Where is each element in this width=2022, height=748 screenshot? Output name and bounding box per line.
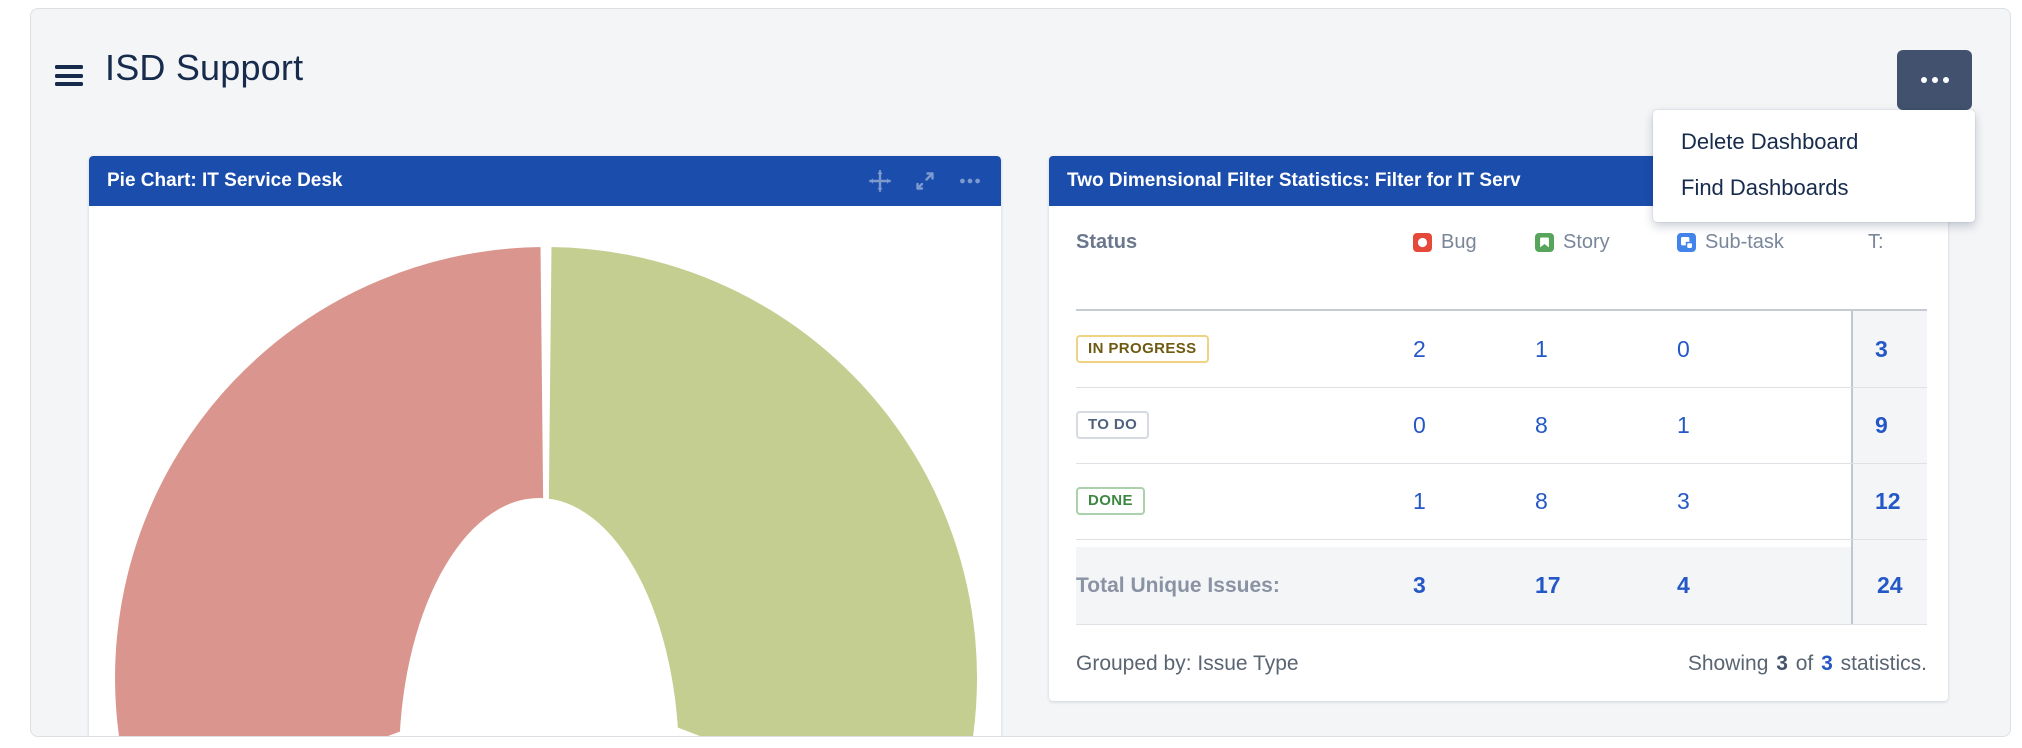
totals-row: Total Unique Issues: 3 17 4 24 bbox=[1076, 547, 1927, 625]
column-header-story: Story bbox=[1535, 231, 1677, 254]
count-link[interactable]: 2 bbox=[1413, 335, 1426, 362]
bug-icon bbox=[1413, 232, 1432, 252]
stats-table-header: Status Bug Story bbox=[1049, 206, 1948, 278]
donut-chart[interactable] bbox=[89, 206, 1001, 737]
column-total-link[interactable]: 4 bbox=[1677, 572, 1690, 598]
row-total-link[interactable]: 3 bbox=[1875, 335, 1888, 362]
total-count-link[interactable]: 3 bbox=[1821, 651, 1833, 675]
hamburger-icon[interactable] bbox=[55, 65, 83, 87]
column-header-bug: Bug bbox=[1413, 231, 1535, 254]
dashboard-more-menu: Delete Dashboard Find Dashboards bbox=[1653, 110, 1975, 222]
row-separator bbox=[1076, 463, 1927, 464]
column-header-total: T: bbox=[1868, 230, 1884, 253]
count-link[interactable]: 8 bbox=[1535, 411, 1548, 438]
count-link[interactable]: 3 bbox=[1677, 487, 1690, 514]
totals-label: Total Unique Issues: bbox=[1076, 573, 1280, 597]
status-badge: DONE bbox=[1076, 487, 1145, 515]
row-separator bbox=[1076, 387, 1927, 388]
menu-item-delete-dashboard[interactable]: Delete Dashboard bbox=[1681, 129, 1859, 154]
menu-item-find-dashboards[interactable]: Find Dashboards bbox=[1681, 175, 1849, 200]
row-separator bbox=[1076, 539, 1927, 540]
move-icon[interactable] bbox=[867, 168, 893, 194]
dashboard-more-button[interactable] bbox=[1897, 50, 1972, 110]
count-link[interactable]: 0 bbox=[1677, 335, 1690, 362]
table-row: TO DO 0 8 1 9 bbox=[1049, 387, 1948, 463]
row-total-link[interactable]: 12 bbox=[1875, 487, 1901, 514]
header-rule bbox=[1076, 309, 1927, 311]
table-row: DONE 1 8 3 12 bbox=[1049, 463, 1948, 539]
count-link[interactable]: 1 bbox=[1413, 487, 1426, 514]
count-link[interactable]: 8 bbox=[1535, 487, 1548, 514]
ellipsis-icon[interactable] bbox=[957, 168, 983, 194]
grouped-by-label: Grouped by: Issue Type bbox=[1076, 651, 1299, 675]
column-header-status: Status bbox=[1076, 230, 1138, 253]
count-link[interactable]: 1 bbox=[1535, 335, 1548, 362]
expand-icon[interactable] bbox=[913, 169, 937, 193]
row-total-link[interactable]: 9 bbox=[1875, 411, 1888, 438]
page-title: ISD Support bbox=[105, 47, 304, 88]
table-row: IN PROGRESS 2 1 0 3 bbox=[1049, 311, 1948, 387]
showing-statistics: Showing 3 of 3 statistics. bbox=[1687, 651, 1927, 675]
pie-chart-gadget: Pie Chart: IT Service Desk bbox=[89, 156, 1001, 737]
column-total-link[interactable]: 17 bbox=[1535, 572, 1561, 598]
dashboard-surface: ISD Support Delete Dashboard Find Dashbo… bbox=[30, 8, 2011, 737]
filter-statistics-gadget: Two Dimensional Filter Statistics: Filte… bbox=[1049, 156, 1948, 701]
subtask-icon bbox=[1677, 232, 1696, 252]
pie-gadget-title: Pie Chart: IT Service Desk bbox=[107, 170, 343, 191]
count-link[interactable]: 0 bbox=[1413, 411, 1426, 438]
count-link[interactable]: 1 bbox=[1677, 411, 1690, 438]
shown-count: 3 bbox=[1776, 651, 1788, 675]
pie-gadget-header[interactable]: Pie Chart: IT Service Desk bbox=[89, 156, 1001, 206]
grand-total-link[interactable]: 24 bbox=[1877, 572, 1903, 598]
stats-gadget-title: Two Dimensional Filter Statistics: Filte… bbox=[1067, 170, 1521, 191]
stats-gadget-footer: Grouped by: Issue Type Showing 3 of 3 st… bbox=[1049, 626, 1948, 701]
status-badge: IN PROGRESS bbox=[1076, 335, 1209, 363]
ellipsis-icon bbox=[1920, 77, 1949, 83]
column-header-subtask: Sub-task bbox=[1677, 231, 1851, 254]
story-icon bbox=[1535, 232, 1554, 252]
donut-hole bbox=[399, 498, 679, 736]
column-total-link[interactable]: 3 bbox=[1413, 572, 1426, 598]
status-badge: TO DO bbox=[1076, 411, 1150, 439]
